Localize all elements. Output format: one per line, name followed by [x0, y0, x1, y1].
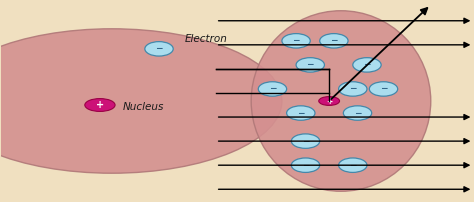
Ellipse shape — [251, 11, 431, 191]
Ellipse shape — [287, 106, 315, 120]
Text: −: − — [307, 60, 314, 69]
Circle shape — [0, 29, 282, 173]
Text: −: − — [380, 84, 387, 94]
Ellipse shape — [369, 82, 398, 96]
Text: −: − — [330, 36, 337, 45]
Text: +: + — [96, 100, 104, 110]
Text: Nucleus: Nucleus — [123, 102, 164, 112]
Ellipse shape — [338, 158, 367, 173]
Text: −: − — [302, 161, 309, 170]
Text: −: − — [269, 84, 276, 94]
Ellipse shape — [145, 42, 173, 56]
Ellipse shape — [353, 58, 381, 72]
Text: −: − — [302, 137, 309, 146]
Text: −: − — [349, 84, 356, 94]
Ellipse shape — [338, 82, 367, 96]
Text: −: − — [354, 108, 361, 118]
Circle shape — [319, 97, 339, 105]
Ellipse shape — [296, 58, 324, 72]
Ellipse shape — [258, 82, 287, 96]
Ellipse shape — [343, 106, 372, 120]
Text: −: − — [363, 60, 371, 69]
Ellipse shape — [292, 158, 319, 173]
Text: −: − — [155, 44, 163, 53]
Text: −: − — [292, 36, 300, 45]
Text: −: − — [297, 108, 305, 118]
Text: −: − — [349, 161, 356, 170]
Text: Electron: Electron — [185, 34, 228, 44]
Text: +: + — [326, 97, 332, 105]
Circle shape — [85, 99, 115, 112]
Ellipse shape — [282, 34, 310, 48]
Ellipse shape — [292, 134, 319, 148]
Ellipse shape — [319, 34, 348, 48]
